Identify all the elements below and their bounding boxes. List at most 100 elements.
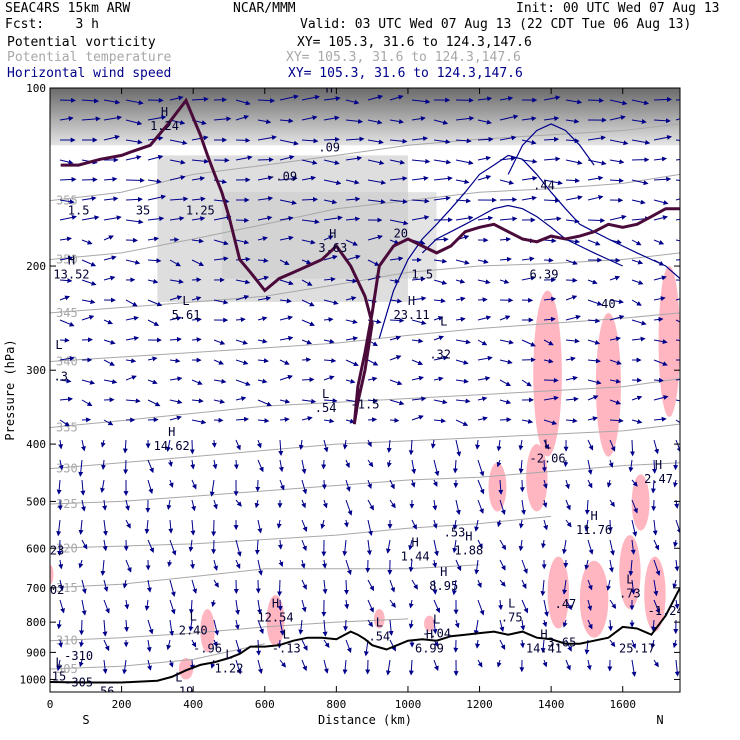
wind-vector <box>103 339 116 345</box>
wind-vector <box>432 619 438 635</box>
wind-vector <box>606 579 612 591</box>
wind-vector <box>169 175 186 181</box>
wind-vector <box>345 319 358 325</box>
wind-vector <box>301 599 307 613</box>
wind-speed-contour <box>507 123 595 175</box>
wind-vector <box>323 299 339 305</box>
wind-vector <box>169 599 176 615</box>
wind-vector <box>675 319 680 323</box>
extrema-value: 1.22 <box>215 661 244 675</box>
extrema-letter: H <box>411 536 418 550</box>
wind-vector <box>301 639 308 651</box>
wind-vector <box>565 138 580 144</box>
wind-vector <box>499 216 518 222</box>
wind-vector <box>653 339 668 345</box>
wind-vector <box>587 358 601 364</box>
wind-vector <box>213 359 224 365</box>
wind-vector <box>147 539 154 554</box>
wind-vector <box>389 159 406 165</box>
wind-vector <box>125 315 139 321</box>
y-tick-label: 600 <box>26 542 46 555</box>
wind-vector <box>499 417 512 423</box>
extrema-letter: L <box>626 572 633 586</box>
wind-vector <box>147 154 164 161</box>
extrema-letter: L <box>225 647 232 661</box>
wind-vector <box>213 116 232 122</box>
wind-vector <box>498 479 504 495</box>
wind-vector <box>122 439 128 454</box>
wind-vector <box>122 579 128 589</box>
wind-vector <box>455 316 466 322</box>
wind-vector <box>565 418 578 424</box>
wind-vector <box>59 599 65 614</box>
wind-vector <box>59 159 74 165</box>
extrema-value: -.19 <box>164 685 193 699</box>
pv-2pvu-contour <box>60 97 680 425</box>
pv-shade-blob <box>50 564 54 585</box>
wind-vector <box>565 195 583 201</box>
wind-vector <box>520 619 526 631</box>
wind-vector <box>455 159 474 166</box>
wind-vector <box>411 175 429 181</box>
wind-vector <box>631 119 647 124</box>
wind-vector <box>565 295 578 301</box>
y-tick-label: 700 <box>26 582 46 595</box>
wind-vector <box>301 138 319 144</box>
wind-vector <box>301 416 313 421</box>
y-tick-label: 400 <box>26 438 46 451</box>
wind-vector <box>235 639 242 655</box>
field-name-wind: Horizontal wind speed <box>7 66 172 81</box>
extrema-letter: L <box>440 314 447 328</box>
extrema-letter: H <box>272 597 279 611</box>
extrema-value: 1.44 <box>401 550 430 564</box>
wind-vector <box>59 419 70 427</box>
wind-vector <box>191 419 207 425</box>
wind-vector <box>565 259 578 265</box>
wind-vector <box>521 559 528 574</box>
wind-vector <box>542 659 548 668</box>
wind-vector <box>411 198 430 204</box>
wind-vector <box>653 239 665 245</box>
wind-vector <box>257 378 268 384</box>
wind-vector <box>455 419 469 426</box>
wind-vector <box>301 115 318 121</box>
wind-vector <box>279 298 292 304</box>
wind-vector <box>411 296 427 302</box>
wind-vector <box>80 479 86 496</box>
theta-label: 355 <box>56 194 78 208</box>
wind-vector <box>653 96 672 102</box>
wind-vector <box>168 659 174 668</box>
wind-vector <box>81 196 97 201</box>
extrema-value: 1.5 <box>68 204 90 218</box>
extrema-value: .54 <box>368 630 390 644</box>
wind-vector <box>455 215 474 221</box>
wind-vector <box>609 99 628 106</box>
x-tick-label: 600 <box>255 698 275 711</box>
extrema-value: 23.11 <box>393 308 429 322</box>
wind-vector <box>455 259 470 265</box>
wind-vector <box>408 539 414 551</box>
wind-vector <box>235 416 250 422</box>
extrema-letter: L <box>508 597 515 611</box>
wind-vector <box>477 396 488 402</box>
y-tick-label: 500 <box>26 495 46 508</box>
wind-vector <box>257 119 272 125</box>
wind-vector <box>672 579 678 589</box>
wind-vector <box>213 339 226 345</box>
wind-vector <box>587 395 599 401</box>
wind-vector <box>499 379 512 387</box>
pv-shade-blob <box>200 608 215 653</box>
wind-vector <box>301 319 315 326</box>
wind-vector <box>190 559 195 570</box>
wind-vector <box>389 298 403 304</box>
wind-vector <box>499 499 506 516</box>
wind-vector <box>191 216 206 222</box>
wind-vector <box>653 377 664 383</box>
wind-vector <box>477 416 488 422</box>
wind-vector <box>521 599 529 614</box>
wind-vector <box>389 379 403 386</box>
extrema-value: 13.52 <box>53 267 89 281</box>
wind-vector <box>455 439 462 457</box>
wind-vector <box>125 559 132 573</box>
valid-time: Valid: 03 UTC Wed 07 Aug 13 (22 CDT Tue … <box>300 17 692 32</box>
